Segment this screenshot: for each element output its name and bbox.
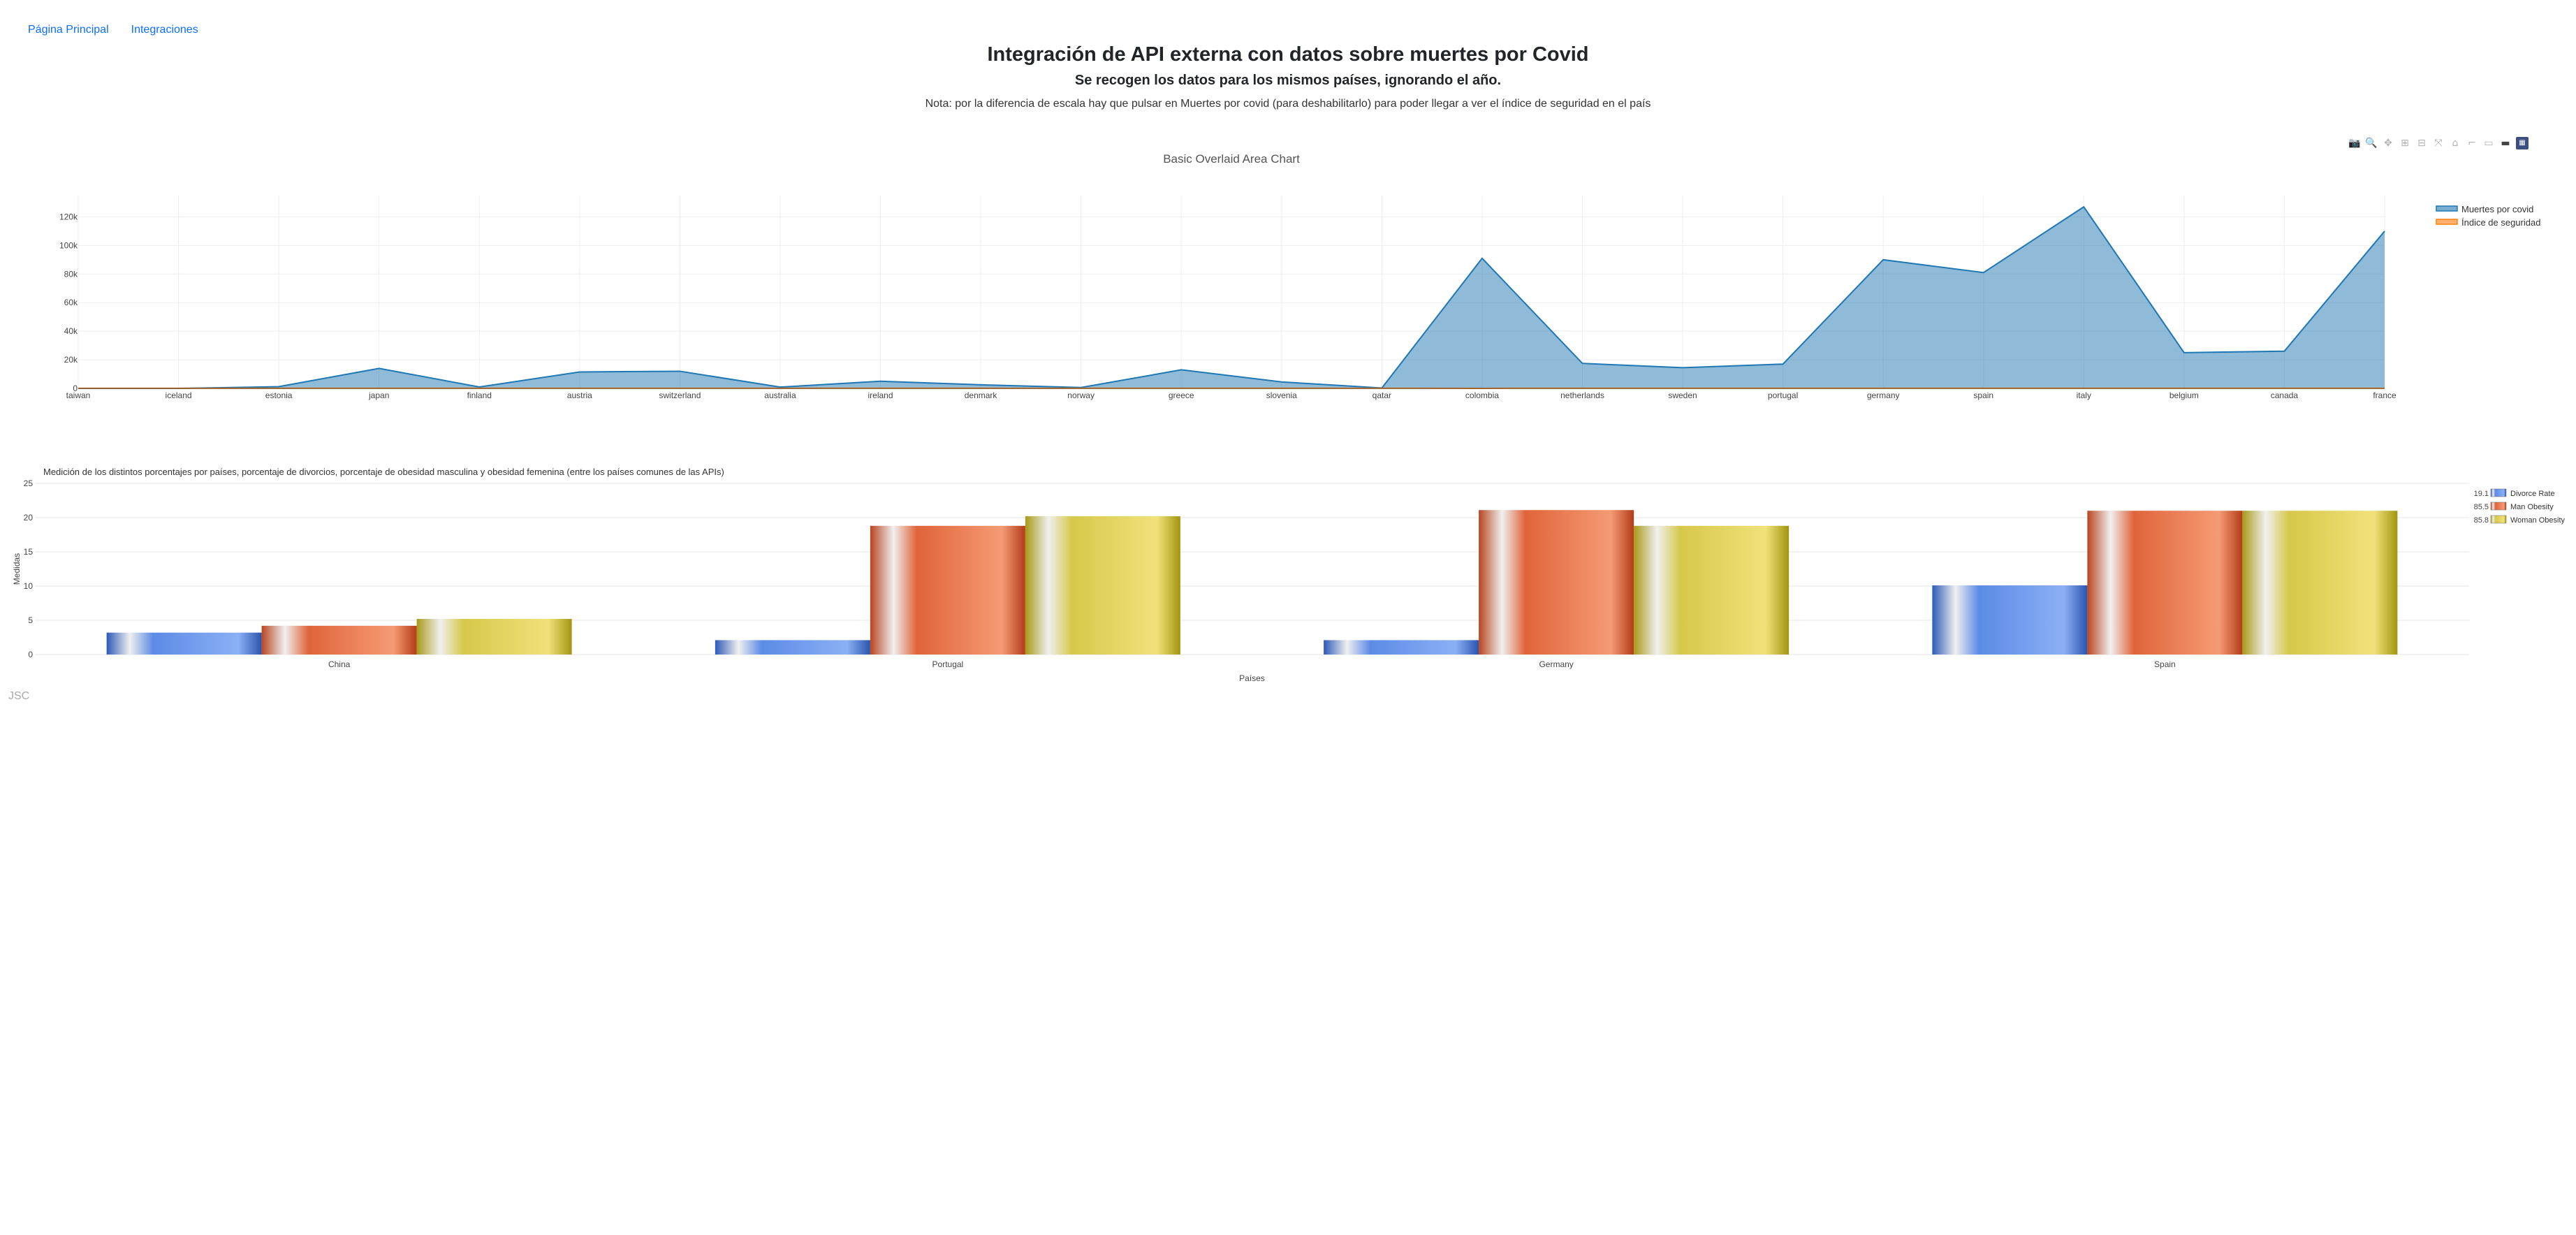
x-tick-label: italy [2077, 390, 2091, 400]
legend-label: Muertes por covid [2461, 204, 2533, 214]
x-tick-label: canada [2271, 390, 2299, 400]
y-tick-label: 120k [59, 212, 78, 221]
hover-closest-icon[interactable]: ▭ [2484, 138, 2494, 149]
y-tick-label: 80k [64, 269, 78, 279]
bar-woman-obesity [2242, 511, 2398, 655]
zoom-out-icon[interactable]: ⊟ [2417, 138, 2426, 149]
x-tick-label: qatar [1373, 390, 1391, 400]
x-tick-label: Portugal [932, 659, 964, 669]
x-tick-label: spain [1973, 390, 1993, 400]
x-tick-label: switzerland [659, 390, 701, 400]
spike-lines-icon[interactable]: ⌐ [2468, 138, 2476, 149]
area-fill-covid-deaths [78, 207, 2385, 388]
legend-label: Índice de seguridad [2461, 217, 2540, 228]
legend-value: 85.5 [2474, 503, 2489, 511]
page-note: Nota: por la diferencia de escala hay qu… [925, 98, 1651, 110]
pan-icon[interactable]: ✥ [2384, 138, 2392, 149]
x-axis-label: Países [1239, 673, 1265, 683]
plotly-logo-icon[interactable]: ▦ [2516, 137, 2529, 149]
zoom-icon[interactable]: 🔍 [2365, 138, 2378, 149]
legend-label: Divorce Rate [2510, 490, 2555, 498]
bar-man-obesity [1479, 510, 1634, 655]
x-tick-label: colombia [1465, 390, 1499, 400]
footer-brand: JSC [8, 690, 30, 702]
x-tick-label: estonia [265, 390, 293, 400]
x-tick-label: iceland [166, 390, 192, 400]
y-tick-label: 60k [64, 298, 78, 307]
legend-swatch [2490, 515, 2507, 524]
legend-swatch [2490, 488, 2507, 497]
page-subtitle: Se recogen los datos para los mismos paí… [1074, 73, 1502, 88]
home-icon[interactable]: ⌂ [2452, 138, 2459, 149]
y-tick-label: 15 [24, 547, 34, 557]
x-tick-label: finland [467, 390, 492, 400]
chart-modebar: 📷 🔍 ✥ ⊞ ⊟ ⤧ ⌂ ⌐ ▭ ▬ ▦ [2348, 137, 2529, 149]
x-tick-label: denmark [965, 390, 998, 400]
bar-woman-obesity [1634, 525, 1790, 655]
legend-value: 85.8 [2474, 516, 2489, 525]
y-tick-label: 40k [64, 326, 78, 336]
bar-woman-obesity [416, 619, 572, 655]
y-tick-label: 5 [28, 615, 33, 625]
x-tick-label: portugal [1768, 390, 1798, 400]
bar-divorce-rate [1932, 585, 2088, 655]
x-tick-label: france [2373, 390, 2396, 400]
legend-label: Man Obesity [2510, 503, 2554, 511]
x-tick-label: China [328, 659, 351, 669]
top-nav: Página Principal Integraciones [28, 24, 198, 36]
x-tick-label: Spain [2154, 659, 2176, 669]
x-tick-label: germany [1867, 390, 1900, 400]
nav-integrations-link[interactable]: Integraciones [131, 24, 198, 36]
bar-chart: Medición de los distintos porcentajes po… [12, 467, 2566, 683]
bar-man-obesity [2087, 511, 2243, 655]
y-tick-label: 25 [24, 478, 34, 488]
x-tick-label: greece [1169, 390, 1194, 400]
x-tick-label: australia [764, 390, 796, 400]
x-tick-label: norway [1067, 390, 1095, 400]
x-tick-label: japan [368, 390, 389, 400]
bar-divorce-rate [1324, 640, 1479, 655]
y-tick-label: 100k [59, 240, 78, 250]
bar-man-obesity [870, 525, 1025, 655]
page-title: Integración de API externa con datos sob… [987, 43, 1589, 66]
y-tick-label: 20 [24, 513, 34, 522]
legend-value: 19.1 [2474, 490, 2489, 498]
legend-swatch [2436, 219, 2458, 225]
x-tick-label: netherlands [1560, 390, 1604, 400]
x-tick-label: austria [567, 390, 592, 400]
zoom-in-icon[interactable]: ⊞ [2401, 138, 2409, 149]
y-tick-label: 0 [73, 383, 78, 393]
bar-divorce-rate [106, 632, 262, 655]
y-tick-label: 0 [28, 650, 33, 659]
x-tick-label: slovenia [1266, 390, 1297, 400]
legend-label: Woman Obesity [2510, 516, 2566, 525]
nav-home-link[interactable]: Página Principal [28, 24, 109, 36]
bar-man-obesity [261, 625, 417, 655]
hover-compare-icon[interactable]: ▬ [2501, 138, 2510, 149]
x-tick-label: taiwan [66, 390, 91, 400]
y-axis-label: Medidas [12, 553, 22, 585]
legend-swatch [2436, 205, 2458, 212]
x-tick-label: ireland [868, 390, 893, 400]
camera-icon[interactable]: 📷 [2348, 138, 2361, 149]
bar-chart-title: Medición de los distintos porcentajes po… [43, 467, 724, 477]
bar-divorce-rate [715, 640, 870, 655]
legend-swatch [2490, 502, 2507, 511]
autoscale-icon[interactable]: ⤧ [2434, 138, 2443, 149]
x-tick-label: sweden [1668, 390, 1697, 400]
area-line-covid-deaths [78, 205, 2385, 389]
x-tick-label: belgium [2169, 390, 2199, 400]
area-chart-title: Basic Overlaid Area Chart [1163, 152, 1300, 166]
area-chart: Basic Overlaid Area Chart taiwan iceland es… [59, 152, 2541, 400]
x-tick-label: Germany [1539, 659, 1573, 669]
bar-woman-obesity [1025, 516, 1180, 655]
y-tick-label: 10 [24, 581, 34, 591]
y-tick-label: 20k [64, 355, 78, 365]
